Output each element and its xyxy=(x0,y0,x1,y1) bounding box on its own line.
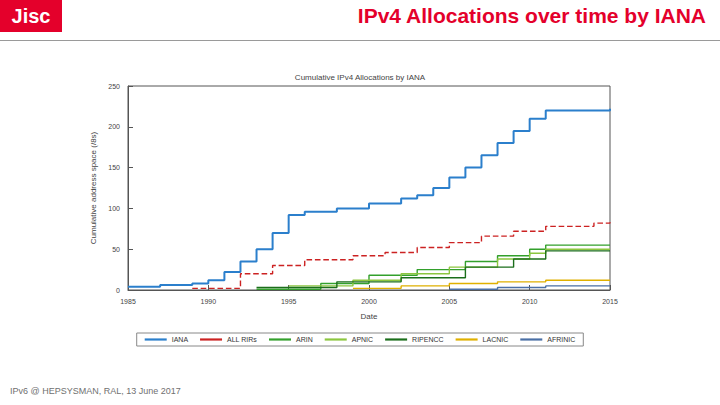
svg-text:IANA: IANA xyxy=(172,336,189,343)
svg-text:2005: 2005 xyxy=(442,298,458,305)
html-text:IPv4 Allocations over time by: IPv4 Allocations over time by IANA xyxy=(357,4,706,27)
svg-text:Date: Date xyxy=(361,312,378,321)
html-text:Jisc: Jisc xyxy=(11,5,51,27)
svg-text:100: 100 xyxy=(108,205,120,212)
svg-text:50: 50 xyxy=(112,246,120,253)
svg-text:150: 150 xyxy=(108,164,120,171)
svg-text:Cumulative IPv4 Allocations by: Cumulative IPv4 Allocations by IANA xyxy=(295,73,426,82)
svg-text:LACNIC: LACNIC xyxy=(483,336,509,343)
svg-text:1985: 1985 xyxy=(120,298,136,305)
svg-text:1990: 1990 xyxy=(201,298,217,305)
svg-text:2000: 2000 xyxy=(361,298,377,305)
svg-text:ARIN: ARIN xyxy=(296,336,313,343)
html-text:IPv6 @ HEPSYSMAN, RAL, 13 June: IPv6 @ HEPSYSMAN, RAL, 13 June 2017 xyxy=(10,386,181,396)
svg-text:ALL RIRs: ALL RIRs xyxy=(227,336,257,343)
svg-text:200: 200 xyxy=(108,123,120,130)
svg-text:APNIC: APNIC xyxy=(352,336,373,343)
svg-text:0: 0 xyxy=(116,287,120,294)
svg-text:2010: 2010 xyxy=(522,298,538,305)
svg-text:2015: 2015 xyxy=(602,298,618,305)
svg-text:1995: 1995 xyxy=(281,298,297,305)
svg-text:Cumulative address space (/8s): Cumulative address space (/8s) xyxy=(89,131,98,244)
svg-text:RIPENCC: RIPENCC xyxy=(412,336,444,343)
svg-text:250: 250 xyxy=(108,83,120,90)
svg-text:AFRINIC: AFRINIC xyxy=(547,336,575,343)
